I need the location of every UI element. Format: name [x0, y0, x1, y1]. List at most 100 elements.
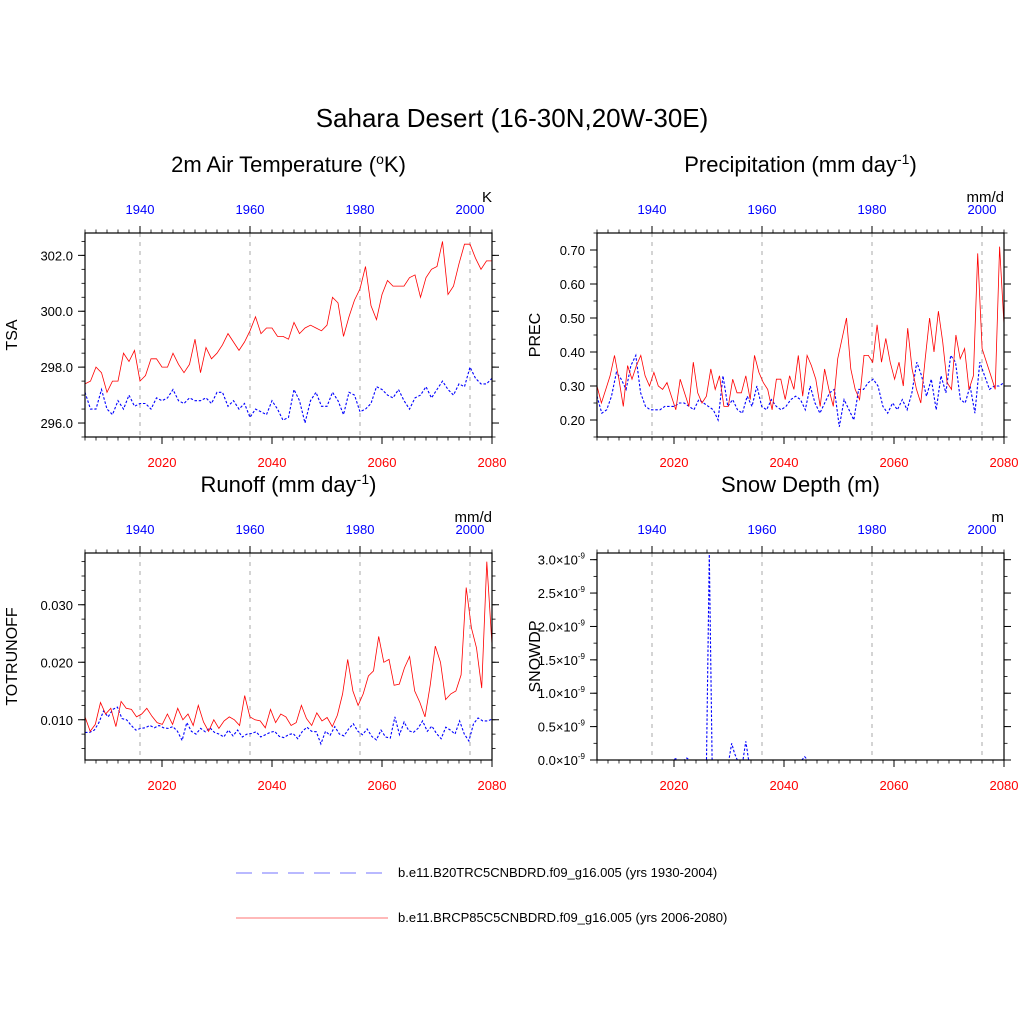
legend-hist-label: b.e11.B20TRC5CNBDRD.f09_g16.005 (yrs 193… [398, 865, 717, 880]
y-tick-exponent: -9 [578, 719, 586, 728]
y-tick-label: 298.0 [40, 360, 73, 375]
series-future-line [596, 246, 1005, 410]
units-label: K [482, 189, 492, 206]
y-tick-suffix: ×10 [556, 753, 578, 768]
figure-title: Sahara Desert (16-30N,20W-30E) [316, 103, 709, 133]
series-hist-line [596, 353, 1005, 427]
panel-title: Precipitation (mm day-1) [684, 151, 917, 177]
series-future-line [84, 561, 493, 733]
x-top-tick-label: 2000 [968, 522, 997, 537]
x-bottom-tick-label: 2080 [478, 778, 507, 793]
y-tick-exponent: -9 [578, 685, 586, 694]
plot-frame [596, 552, 1005, 761]
x-bottom-tick-label: 2080 [478, 455, 507, 470]
x-top-tick-label: 2000 [456, 522, 485, 537]
units-label: mm/d [967, 189, 1005, 206]
x-top-tick-label: 1960 [236, 522, 265, 537]
x-top-tick-label: 1980 [346, 202, 375, 217]
y-tick-suffix: ×10 [556, 653, 578, 668]
plot-frame [596, 232, 1005, 438]
x-top-tick-label: 1960 [748, 522, 777, 537]
y-tick-suffix: ×10 [556, 619, 578, 634]
x-bottom-tick-label: 2040 [258, 455, 287, 470]
series-hist-line [597, 554, 1004, 761]
y-tick-suffix: ×10 [556, 686, 578, 701]
x-top-tick-label: 1960 [236, 202, 265, 217]
x-bottom-tick-label: 2060 [880, 778, 909, 793]
panel-title-sup: -1 [897, 151, 910, 167]
panel-tsa: 2m Air Temperature (oK) K TSA 296.0 298.0 300… [4, 151, 506, 470]
x-top-tick-label: 1940 [126, 202, 155, 217]
y-tick-exponent: -9 [578, 552, 586, 561]
y-tick-label: 0.70 [560, 243, 585, 258]
panel-title-end: ) [909, 152, 916, 177]
y-tick-label: 296.0 [40, 416, 73, 431]
x-bottom-tick-label: 2060 [880, 455, 909, 470]
y-tick-label: 1.0×10-9 [538, 685, 586, 701]
panel-title: Runoff (mm day-1) [201, 471, 377, 497]
y-tick-label: 302.0 [40, 248, 73, 263]
x-top-tick-label: 1940 [638, 202, 667, 217]
panel-totrunoff: Runoff (mm day-1) mm/d TOTRUNOFF 0.010 0.020… [4, 471, 506, 793]
x-bottom-tick-label: 2080 [990, 455, 1019, 470]
y-tick-label: 2.5×10-9 [538, 585, 586, 601]
panel-title-sup: o [376, 151, 384, 167]
x-bottom-tick-label: 2020 [660, 778, 689, 793]
y-tick-exponent: -9 [578, 585, 586, 594]
panel-title-end: K) [384, 152, 406, 177]
x-bottom-tick-label: 2020 [148, 455, 177, 470]
y-tick-exponent: -9 [578, 752, 586, 761]
y-axis-label: SNOWDP [527, 621, 544, 693]
series-hist-line [84, 365, 493, 424]
y-tick-label: 0.5×10-9 [538, 719, 586, 735]
y-axis-label: PREC [527, 313, 544, 357]
y-tick-label: 0.030 [40, 598, 73, 613]
panel-prec: Precipitation (mm day-1) mm/d PREC 0.20 0.30… [527, 151, 1018, 470]
x-bottom-tick-label: 2020 [660, 455, 689, 470]
y-tick-label: 0.40 [560, 345, 585, 360]
panel-title-sup: -1 [357, 471, 370, 487]
y-tick-label: 3.0×10-9 [538, 552, 586, 568]
x-top-tick-label: 1940 [638, 522, 667, 537]
x-top-tick-label: 1980 [858, 522, 887, 537]
x-top-tick-label: 2000 [456, 202, 485, 217]
x-bottom-tick-label: 2040 [258, 778, 287, 793]
y-tick-exponent: -9 [578, 652, 586, 661]
y-tick-exponent: -9 [578, 618, 586, 627]
y-tick-label: 0.20 [560, 413, 585, 428]
x-bottom-tick-label: 2040 [770, 778, 799, 793]
y-tick-label: 0.60 [560, 277, 585, 292]
y-tick-label: 1.5×10-9 [538, 652, 586, 668]
x-top-tick-label: 1980 [346, 522, 375, 537]
x-top-tick-label: 1940 [126, 522, 155, 537]
panel-title: Snow Depth (m) [721, 472, 880, 497]
x-bottom-tick-label: 2060 [368, 778, 397, 793]
x-top-tick-label: 1980 [858, 202, 887, 217]
y-tick-label: 2.0×10-9 [538, 618, 586, 634]
y-axis-label: TSA [4, 319, 21, 350]
panel-snowdp: Snow Depth (m) m SNOWDP 0.0×10-9 0.5×10-9 1.0… [527, 472, 1018, 793]
x-bottom-tick-label: 2080 [990, 778, 1019, 793]
legend: b.e11.B20TRC5CNBDRD.f09_g16.005 (yrs 193… [236, 865, 727, 925]
legend-future-label: b.e11.BRCP85C5CNBDRD.f09_g16.005 (yrs 20… [398, 910, 727, 925]
y-tick-label: 0.020 [40, 655, 73, 670]
x-top-tick-label: 2000 [968, 202, 997, 217]
plot-frame [84, 232, 493, 438]
panel-title-end: ) [369, 472, 376, 497]
x-top-tick-label: 1960 [748, 202, 777, 217]
units-label: m [992, 509, 1005, 526]
y-tick-label: 0.0×10-9 [538, 752, 586, 768]
series-future-line [84, 241, 492, 394]
y-tick-label: 0.50 [560, 311, 585, 326]
units-label: mm/d [455, 509, 493, 526]
y-tick-label: 300.0 [40, 304, 73, 319]
plot-frame [84, 552, 493, 761]
panel-title: 2m Air Temperature (oK) [171, 151, 406, 177]
series-hist-line [85, 706, 493, 746]
x-bottom-tick-label: 2060 [368, 455, 397, 470]
panels: 2m Air Temperature (oK) K TSA 296.0 298.0 300… [4, 151, 1018, 793]
y-axis-label: TOTRUNOFF [4, 607, 21, 706]
y-tick-suffix: ×10 [556, 720, 578, 735]
y-tick-suffix: ×10 [556, 553, 578, 568]
